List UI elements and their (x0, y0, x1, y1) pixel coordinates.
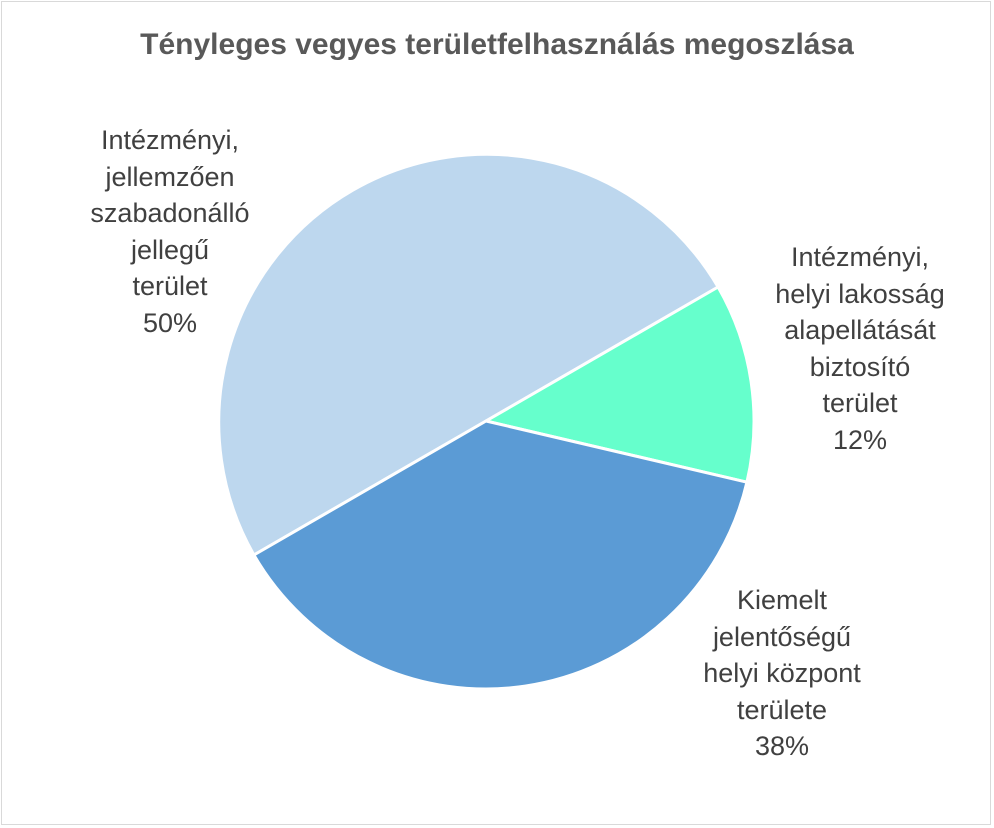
slice-label-line: Intézményi, (100, 125, 240, 155)
slice-label-line: szabadonálló (90, 198, 250, 228)
slice-percent-label: 50% (142, 307, 198, 338)
slice-label-2: Kiemelt jelentőségű helyi központ terüle… (682, 582, 882, 765)
slice-label-0: Intézményi, jellemzően szabadonálló jell… (70, 122, 270, 341)
slice-label-line: jellegű (130, 234, 210, 265)
slice-label-line: Kiemelt (736, 585, 828, 615)
slice-label-line: terület (132, 271, 208, 301)
slice-label-line: helyi lakosság (775, 278, 945, 309)
slice-percent-label: 38% (754, 731, 810, 761)
slice-label-line: jellemzően (105, 161, 235, 192)
slice-label-line: alapellátását (784, 315, 936, 345)
pie-slice-0 (217, 152, 720, 557)
slice-percent-label: 12% (832, 424, 888, 455)
chart-title: Tényleges vegyes területfelhasználás meg… (140, 28, 854, 61)
slice-label-line: Intézményi, (790, 242, 930, 272)
pie-slice-2 (252, 419, 749, 691)
slice-label-line: biztosító (809, 351, 911, 382)
pie-slice-1 (484, 285, 756, 484)
slice-label-line: helyi központ (703, 658, 861, 688)
slice-label-line: területe (736, 694, 828, 725)
slice-label-1: Intézményi, helyi lakosság alapellátását… (760, 239, 960, 458)
slice-label-line: terület (822, 388, 898, 418)
slice-label-line: jelentőségű (712, 621, 852, 652)
